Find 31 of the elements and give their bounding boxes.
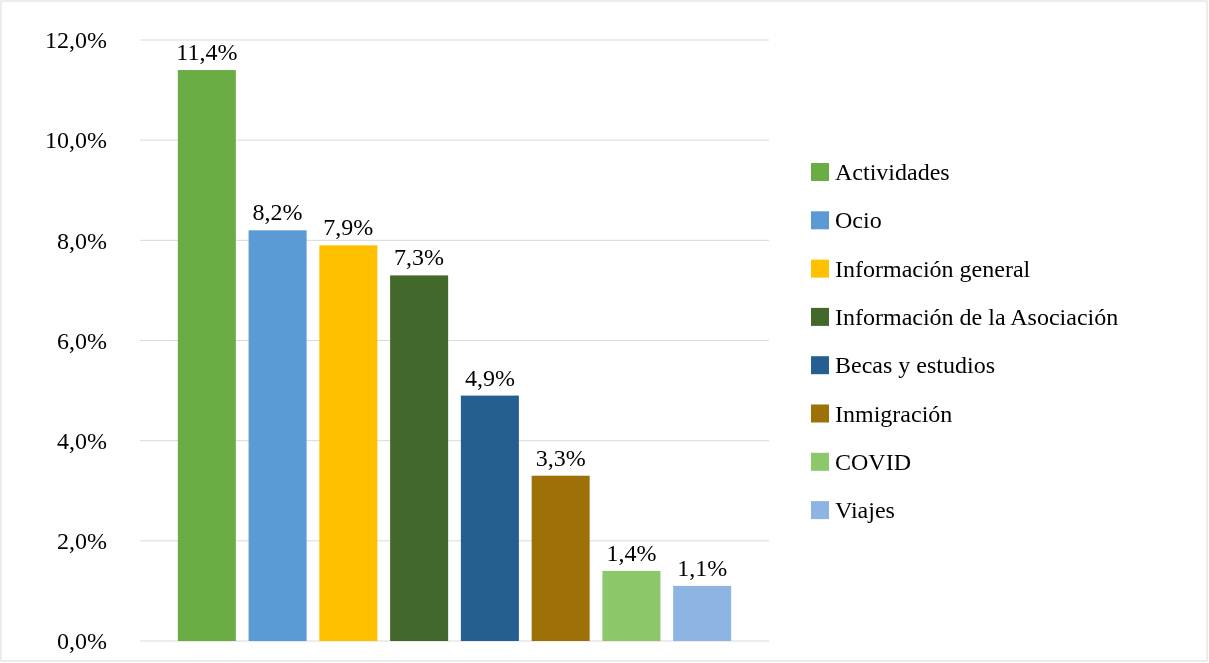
bar	[531, 475, 590, 641]
y-tick-label: 8,0%	[57, 227, 107, 254]
data-label: 7,9%	[323, 214, 374, 241]
bar	[602, 570, 661, 641]
data-label: 11,4%	[176, 39, 238, 66]
bar	[673, 585, 732, 641]
legend-label: Inmigración	[835, 400, 953, 427]
data-label: 3,3%	[535, 444, 586, 471]
data-label: 1,4%	[606, 539, 657, 566]
data-label: 1,1%	[677, 554, 728, 581]
y-tick-label: 0,0%	[57, 628, 107, 655]
legend-label: Actividades	[835, 159, 950, 185]
bar	[390, 275, 449, 641]
bar	[460, 395, 519, 641]
legend-label: Ocio	[835, 207, 882, 234]
legend-label: Información general	[835, 255, 1031, 282]
data-label: 7,3%	[394, 244, 445, 271]
y-tick-label: 2,0%	[57, 528, 107, 555]
bar	[319, 245, 378, 641]
legend-label: Viajes	[835, 497, 895, 524]
bar	[177, 70, 236, 641]
legend-label: Becas y estudios	[835, 352, 995, 379]
y-tick-label: 6,0%	[57, 327, 107, 354]
y-tick-label: 4,0%	[57, 427, 107, 454]
legend-label: Información de la Asociación	[835, 303, 1119, 330]
bar	[248, 230, 307, 641]
data-label: 4,9%	[464, 364, 515, 391]
y-tick-label: 12,0%	[45, 27, 107, 54]
data-label: 8,2%	[252, 199, 303, 226]
y-tick-label: 10,0%	[45, 127, 107, 154]
legend-label: COVID	[835, 448, 911, 475]
